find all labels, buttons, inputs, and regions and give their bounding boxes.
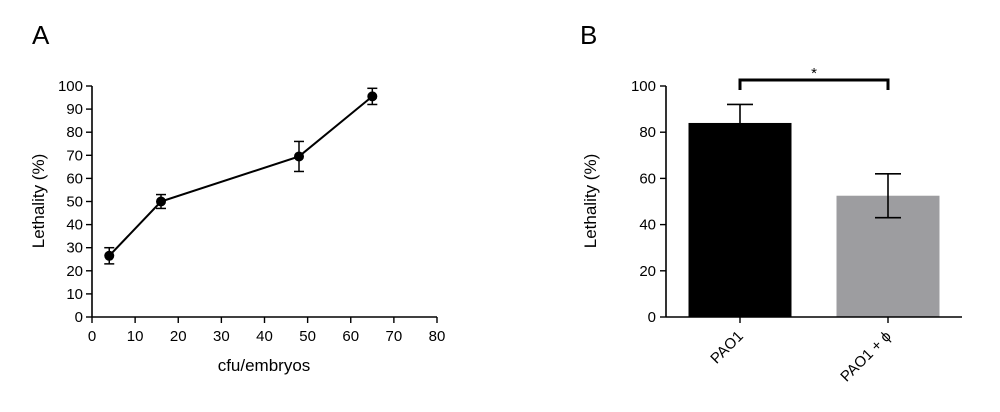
chart-b-bars bbox=[688, 103, 940, 318]
chart-b-y-ticks: 0 20 40 60 80 100 bbox=[631, 78, 666, 326]
chart-b-y-axis-title: Lethality (%) bbox=[581, 154, 600, 248]
chart-b-y-tick-label: 80 bbox=[639, 124, 656, 141]
chart-a-y-tick-label: 30 bbox=[66, 240, 83, 257]
chart-a-data-point bbox=[367, 91, 378, 102]
chart-a-y-ticks: 0 10 20 30 40 50 60 70 80 90 100 bbox=[58, 78, 92, 326]
chart-b-y-tick-label: 0 bbox=[648, 309, 656, 326]
chart-a-series bbox=[104, 87, 378, 265]
chart-b-y-tick-label: 40 bbox=[639, 217, 656, 234]
panel-a-label: A bbox=[32, 20, 50, 50]
panel-b-label: B bbox=[580, 20, 597, 50]
chart-a: 0 10 20 30 40 50 60 70 80 90 100 0 10 20 30 40 50 60 70 80… bbox=[29, 78, 445, 375]
chart-b-significance-label: * bbox=[811, 65, 817, 82]
chart-a-x-tick-label: 70 bbox=[386, 328, 403, 345]
chart-a-y-tick-label: 90 bbox=[66, 101, 83, 118]
chart-b-significance-bracket bbox=[738, 78, 890, 90]
chart-a-y-tick-label: 20 bbox=[66, 263, 83, 280]
chart-b-significance: * bbox=[738, 65, 890, 90]
chart-b-x-tick-label: PAO1 + ϕ bbox=[837, 328, 895, 386]
chart-a-y-tick-label: 10 bbox=[66, 286, 83, 303]
chart-a-x-ticks: 0 10 20 30 40 50 60 70 80 bbox=[88, 317, 446, 345]
chart-b-y-tick-label: 20 bbox=[639, 263, 656, 280]
chart-a-y-tick-label: 0 bbox=[75, 309, 83, 326]
chart-a-y-tick-label: 100 bbox=[58, 78, 83, 95]
chart-a-series-line bbox=[108, 95, 373, 257]
chart-a-x-tick-label: 80 bbox=[429, 328, 446, 345]
chart-a-x-tick-label: 0 bbox=[88, 328, 96, 345]
chart-a-x-axis-title: cfu/embryos bbox=[218, 356, 311, 375]
chart-a-y-tick-label: 70 bbox=[66, 147, 83, 164]
chart-a-y-tick-label: 60 bbox=[66, 170, 83, 187]
chart-b-bar bbox=[688, 122, 792, 318]
chart-a-y-tick-label: 80 bbox=[66, 124, 83, 141]
chart-a-data-point bbox=[156, 196, 166, 207]
chart-b: 0 20 40 60 80 100 PAO1 PAO1 + ϕ * Lethality (%… bbox=[581, 65, 962, 385]
chart-b-x-labels: PAO1 PAO1 + ϕ bbox=[707, 317, 895, 385]
chart-a-data-point bbox=[294, 151, 304, 162]
chart-a-x-tick-label: 40 bbox=[256, 328, 273, 345]
chart-a-data-point bbox=[104, 250, 115, 261]
chart-a-x-tick-label: 50 bbox=[299, 328, 316, 345]
chart-a-y-axis-title: Lethality (%) bbox=[29, 154, 48, 248]
chart-a-x-tick-label: 60 bbox=[342, 328, 359, 345]
chart-a-x-tick-label: 20 bbox=[170, 328, 187, 345]
chart-a-x-tick-label: 10 bbox=[127, 328, 144, 345]
chart-a-y-tick-label: 50 bbox=[66, 194, 83, 211]
chart-b-y-tick-label: 100 bbox=[631, 78, 656, 95]
chart-b-x-tick-label: PAO1 bbox=[707, 328, 747, 368]
chart-a-x-tick-label: 30 bbox=[213, 328, 230, 345]
chart-a-y-tick-label: 40 bbox=[66, 217, 83, 234]
chart-b-y-tick-label: 60 bbox=[639, 170, 656, 187]
